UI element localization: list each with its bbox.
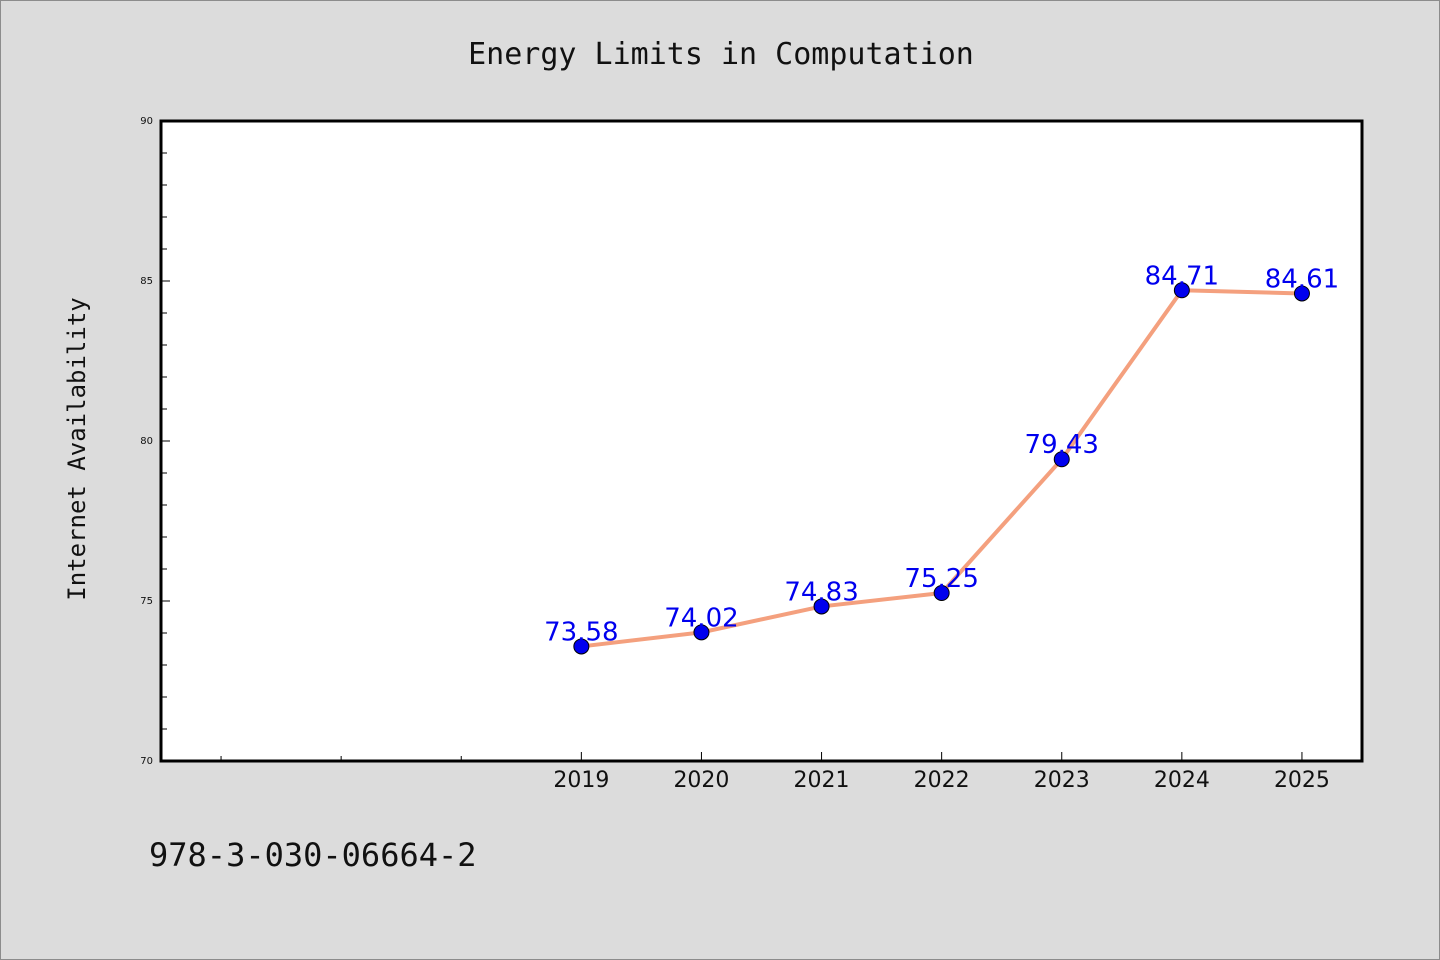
x-tick-label: 2019 xyxy=(553,768,609,793)
data-label: 79.43 xyxy=(1025,430,1099,460)
chart-title: Energy Limits in Computation xyxy=(468,37,974,72)
data-point xyxy=(1293,285,1310,302)
x-tick-label: 2025 xyxy=(1274,768,1330,793)
data-label: 84.71 xyxy=(1145,261,1219,291)
data-point xyxy=(1053,451,1070,468)
data-point xyxy=(1173,282,1190,299)
x-tick-label: 2022 xyxy=(914,768,970,793)
x-tick-label: 2021 xyxy=(794,768,850,793)
data-point xyxy=(813,598,830,615)
data-point xyxy=(693,624,710,641)
y-tick-label: 85 xyxy=(140,276,153,287)
plot-area xyxy=(161,121,1362,761)
x-tick-label: 2023 xyxy=(1034,768,1090,793)
data-point xyxy=(933,585,950,601)
y-tick-label: 70 xyxy=(140,756,153,767)
plot-frame xyxy=(159,119,1364,763)
data-label: 74.02 xyxy=(664,603,738,633)
x-tick-label: 2020 xyxy=(673,768,729,793)
x-tick-label: 2024 xyxy=(1154,768,1210,793)
y-tick-label: 75 xyxy=(140,596,153,607)
data-label: 84.61 xyxy=(1265,264,1339,294)
series-layer: 73.58 74.02 74.83 75.25 79.43 84.71 84.61 xyxy=(544,261,1339,655)
data-point xyxy=(573,638,590,655)
y-tick-label: 80 xyxy=(140,436,153,447)
data-label: 73.58 xyxy=(544,617,618,647)
isbn-label: 978-3-030-06664-2 xyxy=(149,836,477,874)
data-label: 75.25 xyxy=(904,564,978,594)
y-axis-label: Internet Availability xyxy=(63,297,91,600)
y-tick-label: 90 xyxy=(140,116,153,127)
data-label: 74.83 xyxy=(784,577,858,607)
